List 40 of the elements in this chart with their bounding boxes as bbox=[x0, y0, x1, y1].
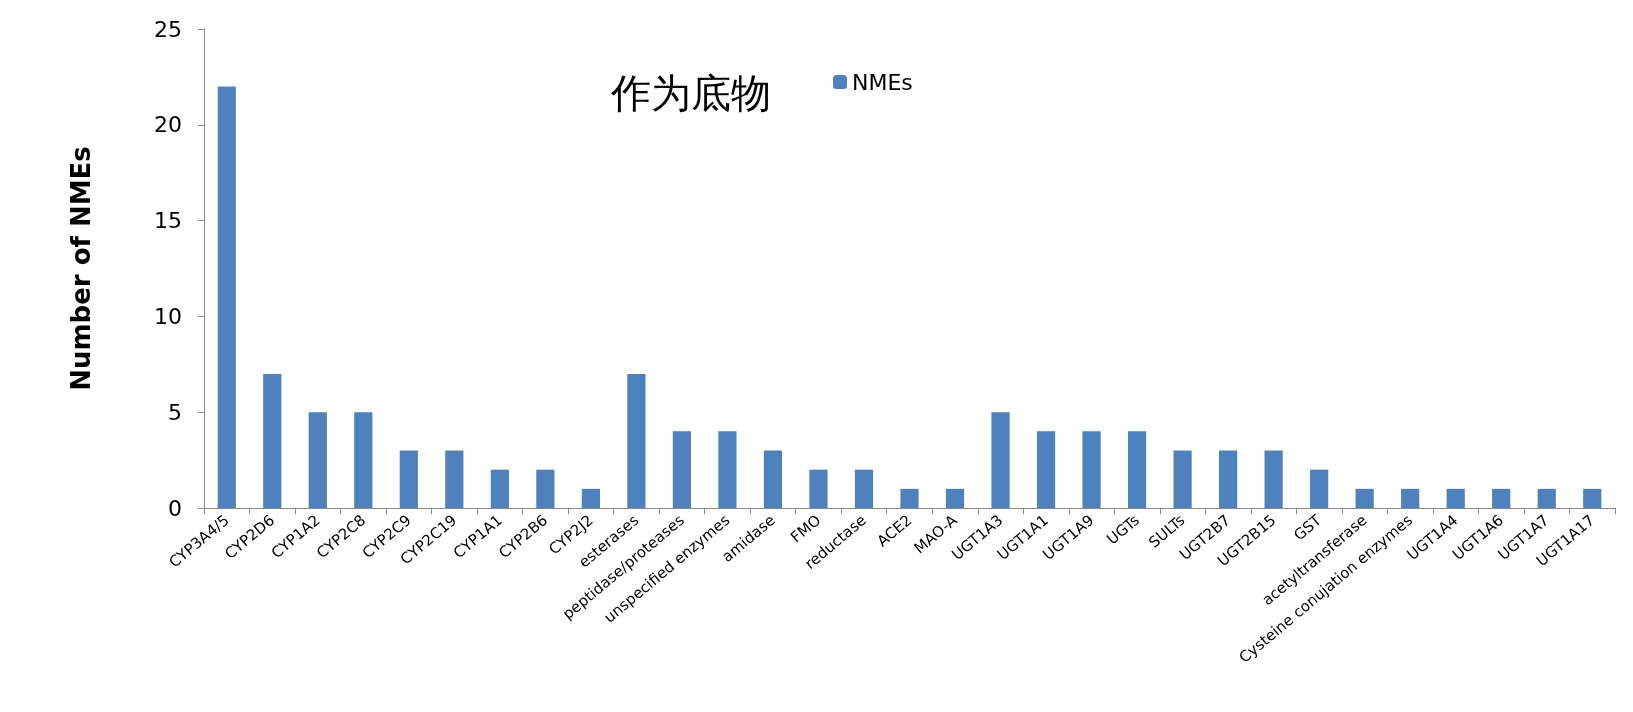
bar bbox=[1401, 488, 1420, 508]
bar bbox=[308, 412, 327, 508]
bar bbox=[718, 431, 737, 508]
bar bbox=[354, 412, 373, 508]
y-tick-label: 15 bbox=[154, 208, 182, 234]
bar bbox=[1355, 488, 1374, 508]
bar bbox=[445, 450, 464, 508]
bar bbox=[1219, 450, 1238, 508]
y-axis-title: Number of NMEs bbox=[66, 146, 96, 391]
bar bbox=[763, 450, 783, 508]
y-tick-label: 10 bbox=[154, 303, 182, 329]
bar bbox=[1583, 488, 1602, 508]
bar bbox=[263, 373, 282, 508]
bar bbox=[490, 469, 509, 508]
bar bbox=[536, 469, 555, 508]
y-tick-label: 20 bbox=[154, 112, 182, 138]
bar bbox=[217, 86, 236, 508]
bar bbox=[809, 469, 828, 508]
bar bbox=[399, 450, 418, 508]
bar bbox=[991, 412, 1010, 508]
y-tick-label: 0 bbox=[168, 495, 182, 521]
bar bbox=[1492, 488, 1511, 508]
bar bbox=[1173, 450, 1192, 508]
bar bbox=[1036, 431, 1056, 508]
bar bbox=[1537, 488, 1556, 508]
bar bbox=[1446, 488, 1465, 508]
bar bbox=[1310, 469, 1329, 508]
bar bbox=[854, 469, 874, 508]
text: 作为底物 bbox=[610, 70, 771, 116]
bar bbox=[1082, 431, 1101, 508]
bar bbox=[1264, 450, 1283, 508]
legend-label: NMEs bbox=[852, 69, 913, 95]
y-tick-label: 5 bbox=[168, 399, 182, 425]
bar bbox=[672, 431, 692, 508]
bar bbox=[581, 488, 600, 508]
y-tick-label: 25 bbox=[154, 16, 182, 42]
bar bbox=[945, 488, 965, 508]
bar bbox=[627, 373, 646, 508]
bar bbox=[900, 488, 919, 508]
bar bbox=[1127, 431, 1147, 508]
